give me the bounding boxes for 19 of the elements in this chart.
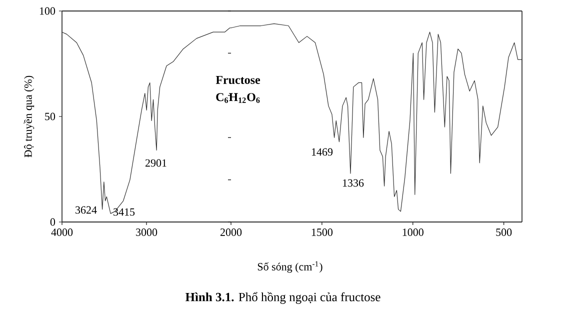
y-axis-title: Độ truyền qua (%): [24, 76, 34, 158]
annotation: 3415: [114, 208, 135, 216]
annotation: 3624: [76, 206, 97, 214]
x-tick-label: 1000: [402, 228, 424, 236]
x-tick-label: 500: [496, 228, 512, 236]
annotation: Fructose: [216, 76, 260, 84]
x-tick-label: 1500: [312, 228, 333, 236]
y-tick-label: 50: [45, 112, 56, 120]
x-tick-label: 3000: [136, 228, 158, 236]
x-tick-label: 4000: [51, 228, 73, 236]
x-axis-title: Số sóng (cm$^{-1}$): [258, 261, 322, 273]
y-tick-label: 100: [40, 7, 56, 15]
y-tick-label: 0: [50, 218, 56, 226]
text: C$_{6}$H$_{12}$O$_{6}$: [216, 93, 260, 103]
annotation: 2901: [145, 159, 166, 167]
annotation: 1336: [342, 179, 364, 187]
x-tick-label: 2000: [220, 228, 242, 236]
text: Hình 3.1. Phổ hồng ngoại của fructose: [185, 292, 380, 304]
annotation: 1469: [312, 148, 333, 156]
